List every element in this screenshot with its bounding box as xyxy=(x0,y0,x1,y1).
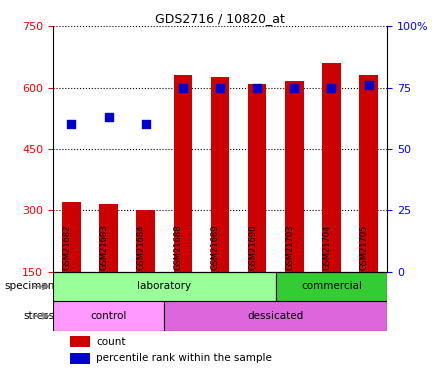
Point xyxy=(68,122,75,128)
Text: GSM21704: GSM21704 xyxy=(323,225,331,270)
Point xyxy=(253,85,260,91)
Text: GSM21705: GSM21705 xyxy=(359,274,369,323)
Text: stress: stress xyxy=(23,311,55,321)
Text: GSM21683: GSM21683 xyxy=(99,274,109,323)
Bar xyxy=(99,204,118,272)
Text: laboratory: laboratory xyxy=(137,282,191,291)
Bar xyxy=(136,210,155,272)
Text: GSM21703: GSM21703 xyxy=(285,225,294,270)
Text: control: control xyxy=(90,311,127,321)
Point xyxy=(105,114,112,120)
Text: GSM21688: GSM21688 xyxy=(174,274,183,323)
Point xyxy=(142,122,149,128)
Text: GSM21684: GSM21684 xyxy=(137,225,146,270)
Text: GSM21690: GSM21690 xyxy=(248,225,257,270)
Point xyxy=(328,85,335,91)
Text: GSM21703: GSM21703 xyxy=(285,274,294,323)
Title: GDS2716 / 10820_at: GDS2716 / 10820_at xyxy=(155,12,285,25)
Text: specimen: specimen xyxy=(4,282,55,291)
Text: GSM21689: GSM21689 xyxy=(211,274,220,323)
Bar xyxy=(70,353,90,364)
Point xyxy=(291,85,298,91)
Text: dessicated: dessicated xyxy=(248,311,304,321)
Text: commercial: commercial xyxy=(301,282,362,291)
Text: GSM21683: GSM21683 xyxy=(99,225,109,270)
Point xyxy=(365,82,372,88)
Text: GSM21688: GSM21688 xyxy=(174,225,183,270)
Bar xyxy=(70,336,90,347)
Text: count: count xyxy=(96,337,126,347)
FancyBboxPatch shape xyxy=(164,301,387,331)
FancyBboxPatch shape xyxy=(53,301,164,331)
Point xyxy=(180,85,187,91)
FancyBboxPatch shape xyxy=(276,272,387,301)
Bar xyxy=(322,63,341,272)
Text: GSM21705: GSM21705 xyxy=(359,225,369,270)
Text: GSM21684: GSM21684 xyxy=(137,274,146,323)
Text: GSM21682: GSM21682 xyxy=(62,274,71,323)
FancyBboxPatch shape xyxy=(53,272,276,301)
Text: GSM21704: GSM21704 xyxy=(323,274,331,323)
Text: GSM21690: GSM21690 xyxy=(248,274,257,323)
Point xyxy=(216,85,224,91)
Bar xyxy=(248,84,267,272)
Bar xyxy=(285,81,304,272)
Text: GSM21682: GSM21682 xyxy=(62,225,71,270)
Bar xyxy=(359,75,378,272)
Bar xyxy=(62,202,81,272)
Text: percentile rank within the sample: percentile rank within the sample xyxy=(96,353,272,363)
Bar xyxy=(211,77,229,272)
Text: GSM21689: GSM21689 xyxy=(211,225,220,270)
Bar xyxy=(173,75,192,272)
